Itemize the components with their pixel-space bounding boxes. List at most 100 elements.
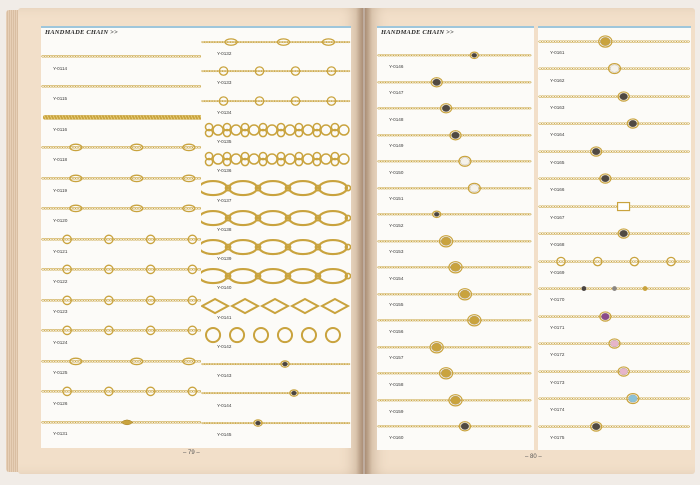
chain-image — [538, 311, 690, 322]
chain-image — [41, 174, 214, 183]
chain-item: Y-0148 — [377, 101, 534, 128]
column-left-b: Y-0132 Y-0133 Y-0134 Y-0135 Y-0136 Y-0137 Y-01… — [201, 26, 351, 448]
chain-image — [538, 365, 690, 377]
item-code: Y-0132 — [217, 51, 232, 57]
chain-item: Y-0123 — [41, 292, 215, 322]
chain-image — [201, 268, 351, 285]
chain-item: Y-0118 — [41, 139, 215, 169]
chain-image — [41, 234, 214, 244]
chain-image — [41, 204, 214, 213]
item-code: Y-0172 — [550, 352, 565, 358]
item-code: Y-0162 — [550, 77, 565, 83]
item-code: Y-0167 — [550, 214, 565, 220]
chain-image — [201, 66, 351, 77]
chain-item: Y-0153 — [377, 234, 534, 261]
chain-item: Y-0157 — [377, 340, 534, 367]
item-code: Y-0122 — [53, 278, 68, 284]
item-code: Y-0131 — [53, 431, 68, 437]
chain-image — [377, 210, 532, 219]
chain-image — [201, 360, 351, 368]
chain-item: Y-0134 — [201, 93, 351, 122]
chain-item: Y-0116 — [41, 109, 215, 139]
item-code: Y-0153 — [389, 249, 404, 255]
chain-item: Y-0142 — [201, 326, 351, 356]
item-code: Y-0121 — [53, 248, 68, 254]
item-code: Y-0159 — [389, 408, 404, 414]
chain-item: Y-0170 — [538, 281, 691, 308]
chain-image — [201, 297, 351, 314]
chain-item: Y-0151 — [377, 181, 534, 208]
chain-item: Y-0149 — [377, 128, 534, 155]
item-code: Y-0147 — [389, 90, 404, 96]
chain-item: Y-0174 — [538, 391, 691, 418]
chain-item: Y-0161 — [538, 34, 691, 61]
section-title: HANDMADE CHAIN >> — [381, 29, 454, 36]
chain-image — [41, 264, 214, 275]
column-left-a: HANDMADE CHAIN >> Y-0114 Y-0115 Y-0116 Y-01… — [41, 26, 215, 448]
column-rule — [201, 26, 351, 28]
chain-item: Y-0136 — [201, 151, 351, 180]
chain-image — [43, 115, 213, 120]
chain-image — [201, 95, 351, 106]
chain-image — [205, 326, 341, 343]
chain-item: Y-0156 — [377, 313, 534, 340]
chain-image — [41, 325, 214, 336]
item-code: Y-0138 — [217, 226, 232, 232]
chain-item: Y-0135 — [201, 122, 351, 151]
chain-item: Y-0147 — [377, 75, 534, 102]
chain-item: Y-0168 — [538, 226, 691, 253]
item-code: Y-0161 — [550, 50, 565, 56]
page-number-left: – 79 – — [183, 450, 200, 456]
chain-item: Y-0141 — [201, 297, 351, 327]
item-code: Y-0158 — [389, 381, 404, 387]
item-code: Y-0165 — [550, 159, 565, 165]
chain-image — [41, 55, 214, 58]
chain-image — [377, 367, 532, 380]
item-code: Y-0166 — [550, 187, 565, 193]
item-code: Y-0152 — [389, 222, 404, 228]
chain-image — [538, 420, 690, 432]
chain-item: Y-0139 — [201, 238, 351, 268]
chain-item: Y-0171 — [538, 309, 691, 336]
chain-item: Y-0125 — [41, 353, 215, 383]
chain-image — [41, 357, 214, 365]
chain-item: Y-0165 — [538, 144, 691, 171]
chain-item: Y-0152 — [377, 207, 534, 234]
chain-image — [41, 143, 214, 152]
item-code: Y-0137 — [217, 197, 232, 203]
item-code: Y-0119 — [53, 187, 68, 193]
item-code: Y-0148 — [389, 116, 404, 122]
chain-image — [377, 261, 532, 274]
chain-image — [41, 419, 214, 425]
item-code: Y-0169 — [550, 269, 565, 275]
chain-item: Y-0144 — [201, 385, 351, 414]
column-rule — [377, 26, 534, 28]
chain-image — [201, 389, 351, 398]
item-code: Y-0115 — [53, 96, 68, 102]
item-code: Y-0125 — [53, 370, 68, 376]
item-code: Y-0164 — [550, 132, 565, 138]
chain-item: Y-0172 — [538, 336, 691, 363]
item-code: Y-0141 — [217, 314, 232, 320]
chain-image — [538, 256, 690, 267]
item-code: Y-0135 — [217, 138, 232, 144]
chain-image — [41, 295, 214, 305]
chain-image — [377, 394, 532, 407]
chain-item: Y-0159 — [377, 393, 534, 420]
chain-image — [201, 180, 351, 197]
chain-image — [377, 129, 532, 141]
chain-item: Y-0143 — [201, 356, 351, 385]
item-code: Y-0157 — [389, 355, 404, 361]
chain-item: Y-0119 — [41, 170, 215, 200]
chain-image — [538, 63, 690, 75]
item-code: Y-0124 — [53, 339, 68, 345]
chain-item: Y-0146 — [377, 48, 534, 75]
chain-item: Y-0138 — [201, 209, 351, 239]
chain-image — [377, 103, 532, 114]
item-code: Y-0144 — [217, 402, 232, 408]
column-rule — [538, 26, 691, 28]
chain-item: Y-0162 — [538, 61, 691, 88]
item-code: Y-0133 — [217, 80, 232, 86]
chain-image — [538, 146, 690, 157]
